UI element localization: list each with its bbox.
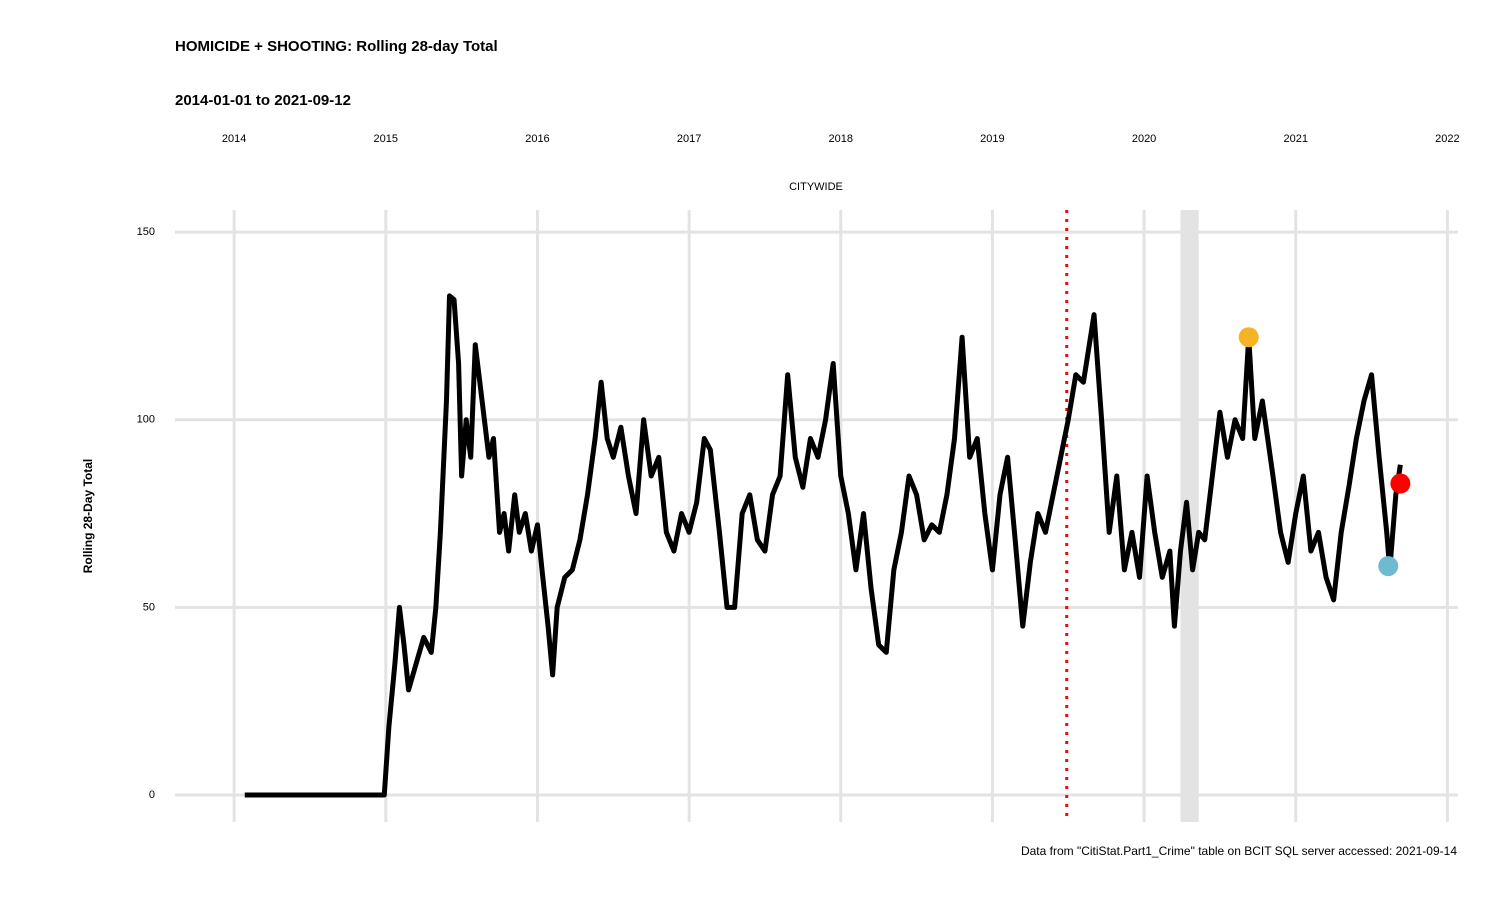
x-tick-label: 2021 xyxy=(1283,133,1307,145)
chart-subtitle: 2014-01-01 to 2021-09-12 xyxy=(175,92,351,109)
y-tick-label: 100 xyxy=(137,414,155,426)
y-tick-label: 150 xyxy=(137,226,155,238)
x-tick-label: 2020 xyxy=(1132,133,1156,145)
x-tick-label: 2015 xyxy=(374,133,398,145)
data-line xyxy=(244,293,1403,798)
x-tick-label: 2016 xyxy=(525,133,549,145)
caption: Data from "CitiStat.Part1_Crime" table o… xyxy=(1021,844,1457,858)
highlight-point xyxy=(1390,473,1411,494)
highlight-point xyxy=(1238,327,1259,348)
x-tick-label: 2018 xyxy=(829,133,853,145)
y-tick-label: 0 xyxy=(149,789,155,801)
x-tick-label: 2019 xyxy=(980,133,1004,145)
panel-label: CITYWIDE xyxy=(789,181,843,193)
highlight-point xyxy=(1378,556,1399,577)
y-tick-label: 50 xyxy=(143,601,155,613)
y-axis-label: Rolling 28-Day Total xyxy=(81,459,95,573)
x-tick-label: 2014 xyxy=(222,133,246,145)
x-tick-label: 2022 xyxy=(1435,133,1459,145)
chart-title: HOMICIDE + SHOOTING: Rolling 28-day Tota… xyxy=(175,38,498,55)
x-tick-label: 2017 xyxy=(677,133,701,145)
